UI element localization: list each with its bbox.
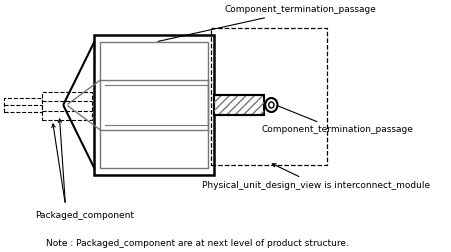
Text: Physical_unit_design_view is interconnect_module: Physical_unit_design_view is interconnec… — [202, 164, 430, 190]
Bar — [211, 28, 327, 165]
Text: Component_termination_passage: Component_termination_passage — [261, 106, 413, 135]
Bar — [213, 95, 264, 115]
Text: Note : Packaged_component are at next level of product structure.: Note : Packaged_component are at next le… — [46, 238, 348, 247]
Bar — [5, 98, 42, 112]
Circle shape — [265, 98, 277, 112]
Circle shape — [268, 102, 273, 108]
Text: Component_termination_passage: Component_termination_passage — [158, 6, 375, 41]
Bar — [94, 35, 213, 175]
Bar — [213, 95, 264, 115]
Text: Packaged_component: Packaged_component — [35, 210, 133, 219]
Bar — [42, 92, 92, 120]
Bar — [100, 42, 207, 168]
